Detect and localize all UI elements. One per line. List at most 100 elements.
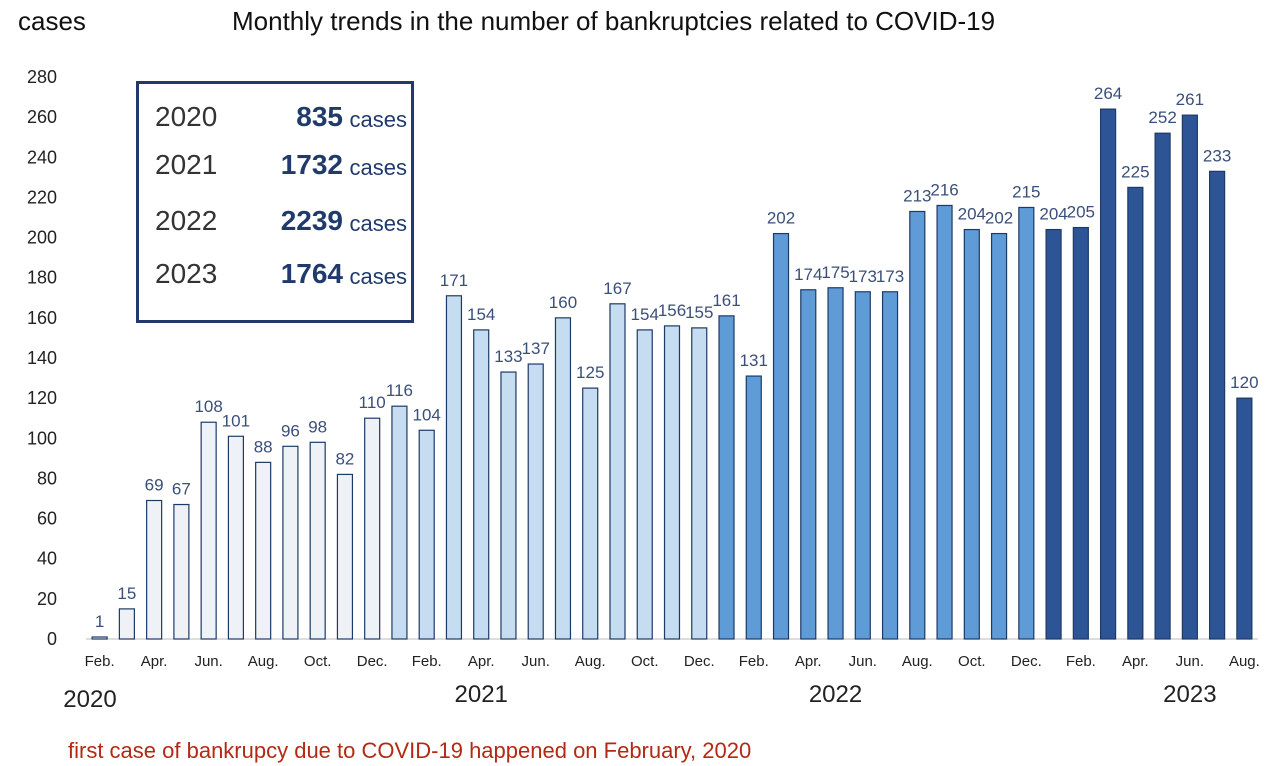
data-label: 161 <box>712 291 740 310</box>
x-tick-label: Jun. <box>522 653 550 670</box>
data-label: 264 <box>1094 84 1122 103</box>
bar <box>146 499 163 640</box>
bar <box>1099 108 1117 640</box>
x-tick-label: Oct. <box>958 653 986 670</box>
data-label: 137 <box>522 339 550 358</box>
bar <box>527 363 544 640</box>
data-label: 120 <box>1230 373 1258 392</box>
data-label: 101 <box>222 411 250 430</box>
data-label: 202 <box>767 209 795 228</box>
bar <box>1018 206 1035 640</box>
summary-year: 2023 <box>155 258 218 289</box>
data-label: 173 <box>849 267 877 286</box>
data-label: 116 <box>386 381 413 400</box>
bar <box>418 429 435 640</box>
year-label: 2023 <box>1163 681 1216 708</box>
bar <box>663 325 681 640</box>
data-label: 110 <box>359 393 386 412</box>
x-tick-label: Dec. <box>357 653 388 670</box>
data-label: 96 <box>281 421 300 440</box>
summary-value: 1732 <box>280 149 343 180</box>
data-label: 252 <box>1148 108 1176 127</box>
data-label: 233 <box>1203 146 1231 165</box>
data-label: 108 <box>194 397 222 416</box>
data-label: 216 <box>930 180 958 199</box>
summary-unit: cases <box>349 107 407 132</box>
summary-value: 1764 <box>280 258 343 289</box>
x-tick-label: Apr. <box>1122 653 1149 670</box>
x-tick-label: Feb. <box>739 653 769 670</box>
bar <box>1127 186 1144 640</box>
bar <box>1072 226 1089 640</box>
bar <box>255 461 272 640</box>
bar <box>200 421 217 640</box>
summary-row-2020: 2020 835 cases <box>139 101 411 141</box>
y-tick-label: 20 <box>37 589 57 609</box>
summary-year: 2022 <box>155 205 218 236</box>
data-label: 174 <box>794 265 822 284</box>
bar <box>391 405 408 640</box>
x-tick-label: Aug. <box>1229 653 1260 670</box>
summary-unit: cases <box>349 155 407 180</box>
data-label: 133 <box>494 347 522 366</box>
data-label: 261 <box>1176 90 1204 109</box>
bar <box>636 329 653 640</box>
bar <box>500 371 517 640</box>
data-label: 154 <box>631 305 659 324</box>
x-tick-label: Aug. <box>248 653 279 670</box>
y-tick-label: 40 <box>37 549 57 569</box>
y-tick-label: 180 <box>27 268 57 288</box>
data-label: 173 <box>876 267 904 286</box>
bar <box>364 417 381 640</box>
bar <box>227 435 245 640</box>
bar <box>827 287 844 640</box>
year-label: 2020 <box>63 686 116 713</box>
data-label: 156 <box>658 301 686 320</box>
x-tick-label: Jun. <box>1176 653 1204 670</box>
data-label: 131 <box>740 351 768 370</box>
summary-year: 2020 <box>155 101 218 132</box>
data-label: 1 <box>95 612 104 631</box>
summary-row-2022: 2022 2239 cases <box>139 205 411 245</box>
summary-unit: cases <box>349 211 407 236</box>
summary-row-2023: 2023 1764 cases <box>139 258 411 298</box>
data-label: 125 <box>576 363 604 382</box>
data-label: 104 <box>413 405 441 424</box>
x-tick-label: Apr. <box>141 653 168 670</box>
x-tick-label: Aug. <box>575 653 606 670</box>
y-tick-label: 140 <box>27 348 57 368</box>
bar <box>718 315 735 640</box>
bar <box>309 441 326 640</box>
x-tick-label: Dec. <box>684 653 715 670</box>
summary-year: 2021 <box>155 149 218 180</box>
bar <box>745 375 762 640</box>
bar <box>772 232 790 640</box>
y-axis: 0 20 40 60 80 100 120 140 160 180 200 220 240 260 280 <box>27 67 1258 649</box>
year-label: 2021 <box>455 681 508 708</box>
y-tick-label: 220 <box>27 187 57 207</box>
bar <box>963 228 980 640</box>
bar <box>173 503 190 640</box>
bar-series <box>91 108 1253 640</box>
y-tick-label: 100 <box>27 428 57 448</box>
bar <box>1045 228 1062 640</box>
bar <box>881 291 899 640</box>
y-tick-label: 80 <box>37 468 57 488</box>
x-tick-label: Feb. <box>1066 653 1096 670</box>
data-label: 67 <box>172 480 191 499</box>
year-labels: 2020 2021 2022 2023 <box>63 681 1216 713</box>
data-label: 225 <box>1121 162 1149 181</box>
bar <box>1209 170 1226 640</box>
bar <box>936 204 953 640</box>
x-tick-label: Dec. <box>1011 653 1042 670</box>
year-label: 2022 <box>809 681 862 708</box>
y-tick-label: 280 <box>27 67 57 87</box>
x-tick-label: Oct. <box>304 653 332 670</box>
data-label: 175 <box>821 263 849 282</box>
bar <box>990 232 1008 640</box>
summary-row-2021: 2021 1732 cases <box>139 149 411 189</box>
footnote: first case of bankrupcy due to COVID-19 … <box>68 738 752 763</box>
x-tick-label: Feb. <box>85 653 115 670</box>
bar <box>609 303 626 640</box>
